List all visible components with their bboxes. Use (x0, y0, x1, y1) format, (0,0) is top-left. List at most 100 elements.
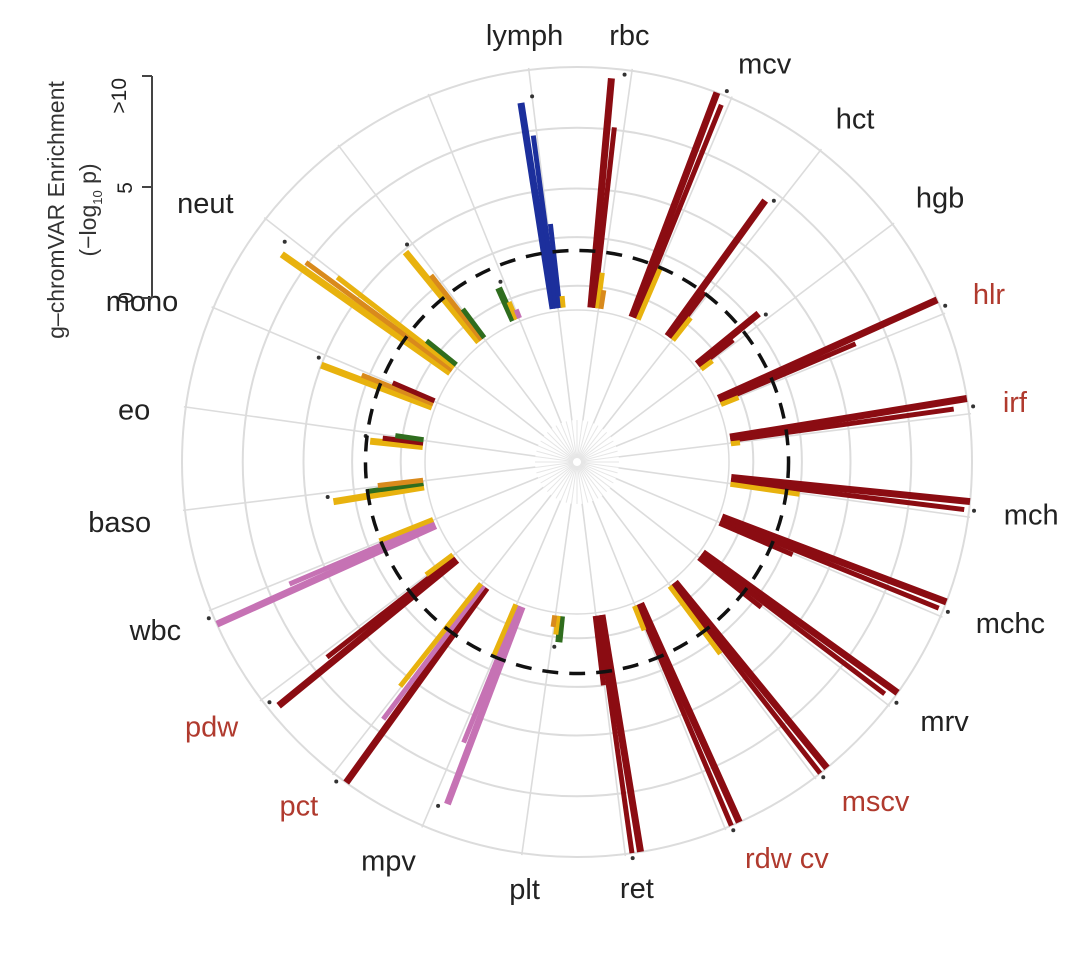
bar-tip-plt (552, 644, 557, 649)
trait-label-lymph: lymph (486, 20, 563, 52)
center-hub-line-11 (580, 456, 619, 462)
bar-mpv-2 (490, 603, 519, 659)
center-hub-line-26 (565, 465, 577, 503)
axis-tick-label-10: >10 (108, 78, 131, 114)
trait-label-pct: pct (280, 790, 319, 822)
center-hub-line-32 (540, 463, 574, 484)
center-hub-line-18 (579, 464, 608, 493)
bar-tip-mscv (821, 775, 826, 780)
bar-mscv-1 (670, 582, 823, 775)
center-hub-line-38 (536, 450, 574, 462)
trait-label-mscv: mscv (842, 786, 910, 818)
bar-mchc-0 (720, 513, 948, 606)
bar-mpv-1 (461, 604, 522, 744)
bar-tip-mrv (894, 700, 899, 705)
bar-hgb-2 (699, 358, 714, 372)
center-hub-line-1 (577, 420, 583, 459)
trait-label-mcv: mcv (738, 48, 792, 80)
bar-hct-1 (668, 290, 708, 340)
trait-label-wbc: wbc (129, 615, 182, 647)
bar-hgb-1 (697, 338, 735, 369)
trait-label-rdw-cv: rdw cv (745, 843, 829, 875)
center-hub-line-4 (578, 425, 599, 459)
bar-tip-hlr (943, 303, 948, 308)
center-hub-line-10 (580, 450, 618, 462)
bar-mono-0 (320, 361, 434, 411)
bar-eo-1 (382, 435, 424, 446)
trait-label-ret: ret (620, 873, 654, 905)
grid-ring-1 (351, 236, 803, 688)
center-hub-line-3 (578, 423, 594, 459)
bar-mcv-2 (635, 265, 664, 321)
bar-rdw-cv-0 (637, 601, 743, 824)
bar-tip-baso (325, 495, 330, 500)
grid-spoke-5 (585, 312, 946, 459)
grid-ring-inner (424, 309, 730, 615)
grid-ring-0 (399, 284, 755, 640)
center-hub-line-7 (579, 436, 611, 460)
bar-tip-lymph (530, 94, 535, 99)
center-hub-line-29 (551, 464, 575, 496)
bar-pdw-0 (276, 557, 460, 709)
bar-wbc-1 (288, 520, 436, 587)
bars-layer (206, 72, 977, 861)
bar-rdw-cv-1 (635, 603, 734, 827)
bar-pct-0 (343, 585, 490, 785)
bar-mono-1 (360, 372, 435, 407)
bar-tip-neut (282, 239, 287, 244)
bar-tip-irf (971, 404, 976, 409)
center-hub-line-14 (580, 462, 618, 474)
trait-label-hct: hct (836, 104, 875, 136)
center-hub-line-9 (580, 445, 616, 461)
bar-neut-1 (304, 260, 454, 373)
center-hub-line-33 (538, 463, 574, 479)
center-hub-line-6 (579, 431, 608, 460)
bar-unlabeled-22-2 (460, 307, 487, 340)
center-hub-line-37 (535, 456, 574, 462)
trait-label-irf: irf (1003, 387, 1028, 419)
center-hub-line-21 (578, 465, 594, 501)
grid-layer (181, 66, 973, 858)
axis-title-sub: 10 (90, 190, 105, 204)
bar-tip-pdw (267, 700, 272, 705)
bar-ret-1 (596, 615, 635, 854)
grid-spoke-23 (427, 93, 574, 454)
bar-rbc-3 (598, 289, 607, 310)
center-hub-line-25 (571, 465, 577, 504)
bar-eo-2 (394, 433, 424, 443)
center-hub-line-46 (565, 421, 577, 459)
trait-label-hgb: hgb (916, 182, 964, 214)
bar-tip-mpv (436, 803, 441, 808)
bar-rbc-0 (587, 77, 615, 308)
axis-title-log: (−log (75, 205, 101, 257)
center-hub-line-34 (536, 462, 574, 474)
axis-title-line2: (−log10 p) (75, 163, 105, 256)
bar-neut-2 (335, 275, 456, 370)
grid-spoke-19 (183, 405, 568, 462)
grid-ring-4 (181, 66, 973, 858)
bar-lymph-3 (559, 295, 566, 308)
trait-label-mono: mono (106, 286, 179, 318)
bar-lymph-1 (530, 135, 559, 309)
trait-labels: lymph rbc mcv hct hgb hlr irf mch mchc mrv mscvrdw… (88, 20, 1058, 906)
axis-title-p: p) (75, 163, 101, 190)
bar-tip-wbc (206, 616, 211, 621)
bar-mcv-1 (632, 103, 724, 320)
bar-mrv-0 (700, 549, 900, 696)
trait-label-rbc: rbc (609, 20, 649, 52)
bar-ret-0 (598, 614, 644, 853)
center-hub-line-5 (579, 428, 603, 460)
bar-wbc-0 (215, 522, 438, 628)
center-hub-line-17 (579, 464, 611, 488)
axis-tick-label-0: 0 (115, 292, 138, 304)
center-hub-line-2 (577, 421, 589, 459)
center-hub-line-44 (555, 425, 576, 459)
bar-unlabeled-23-2 (513, 308, 522, 319)
bar-neut-3 (424, 338, 458, 367)
bar-mcv-0 (628, 91, 721, 319)
bar-tip-hgb (763, 312, 768, 317)
bar-baso-1 (365, 481, 424, 495)
bar-tip-mch (972, 508, 977, 513)
grid-ring-3 (241, 126, 913, 798)
grid-spoke-11 (580, 470, 727, 831)
